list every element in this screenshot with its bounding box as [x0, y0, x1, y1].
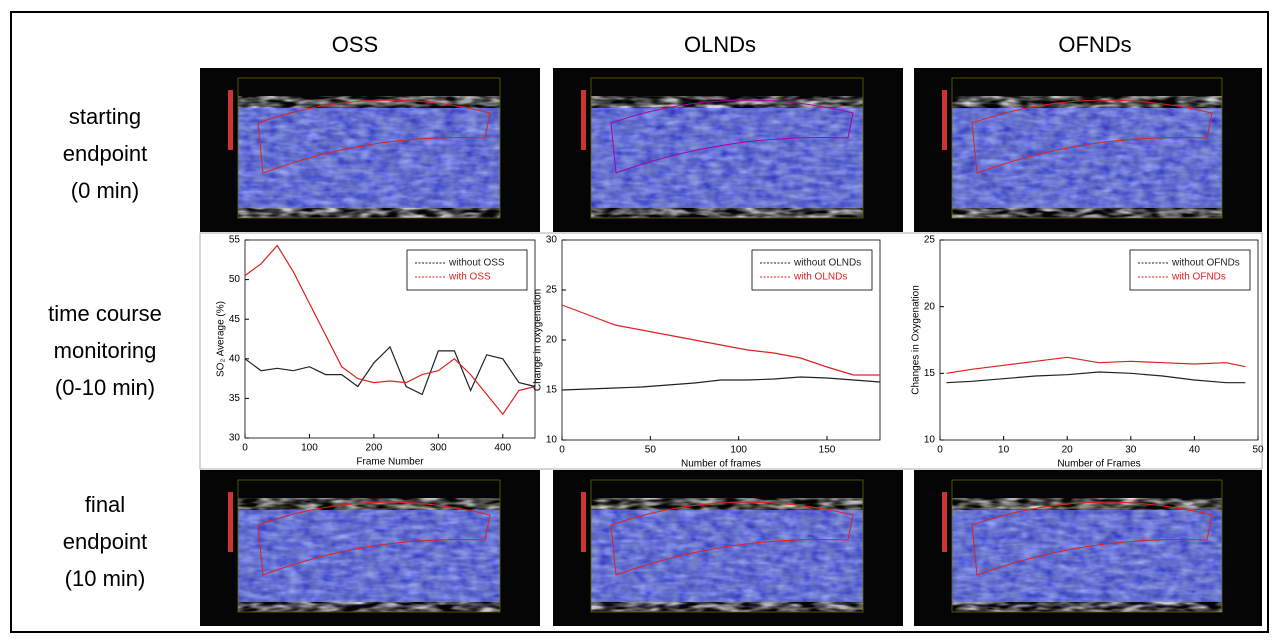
image-border [237, 77, 501, 219]
data-line [561, 304, 880, 376]
color-bar [581, 90, 586, 150]
y-tick-label: 10 [924, 435, 936, 446]
x-tick-label: 20 [1062, 445, 1074, 456]
image-border [590, 77, 864, 219]
y-tick-label: 30 [546, 235, 558, 246]
region-outline [971, 501, 1213, 576]
frame [10, 11, 1269, 633]
x-axis-label: Number of Frames [1057, 459, 1140, 470]
y-tick-label: 20 [924, 301, 936, 312]
x-tick-label: 30 [1125, 445, 1137, 456]
image-border [951, 479, 1223, 613]
image-border [237, 479, 501, 613]
image-oxygen-map [952, 108, 1222, 208]
row-label: (0-10 min) [55, 375, 155, 400]
column-header: OFNDs [1058, 32, 1131, 57]
y-tick-label: 55 [229, 235, 241, 246]
data-line [561, 376, 881, 391]
region-outline [610, 501, 854, 576]
row-label: (0 min) [71, 178, 139, 203]
data-line [946, 356, 1246, 374]
row-label: time course [48, 301, 162, 326]
image-oxygen-map [238, 108, 500, 208]
column-header: OSS [332, 32, 378, 57]
legend-label: with OSS [448, 272, 491, 283]
region-outline [610, 99, 854, 174]
x-tick-label: 150 [819, 445, 836, 456]
y-axis-label: Change in oxygenation [533, 289, 544, 391]
x-tick-label: 100 [730, 445, 747, 456]
row-label: endpoint [63, 141, 147, 166]
data-line [244, 345, 536, 396]
legend-label: with OLNDs [793, 272, 847, 283]
legend-label: without OFNDs [1171, 258, 1240, 269]
region-outline [971, 99, 1213, 174]
y-tick-label: 15 [924, 368, 936, 379]
x-tick-label: 0 [559, 445, 565, 456]
color-bar [942, 492, 947, 552]
chart-panel-border [199, 232, 1263, 470]
x-tick-label: 50 [645, 445, 657, 456]
y-tick-label: 10 [546, 435, 558, 446]
row-label: final [85, 492, 125, 517]
y-tick-label: 50 [229, 274, 241, 285]
legend-label: without OLNDs [793, 258, 861, 269]
x-axis-label: Number of frames [681, 459, 761, 470]
image-border [590, 479, 864, 613]
region-outline [257, 501, 491, 576]
color-bar [581, 492, 586, 552]
row-label: monitoring [54, 338, 157, 363]
y-tick-label: 15 [546, 385, 558, 396]
legend-box [406, 249, 528, 291]
y-tick-label: 45 [229, 314, 241, 325]
legend-label: with OFNDs [1171, 272, 1226, 283]
data-line [244, 244, 536, 416]
region-outline [257, 99, 491, 174]
x-tick-label: 0 [937, 445, 943, 456]
x-tick-label: 300 [430, 443, 447, 454]
color-bar [228, 90, 233, 150]
data-line [946, 371, 1246, 384]
x-tick-label: 40 [1189, 445, 1201, 456]
y-tick-label: 40 [229, 353, 241, 364]
row-label: (10 min) [65, 566, 146, 591]
y-axis-label: SO₂ Average (%) [216, 301, 227, 377]
color-bar [228, 492, 233, 552]
y-tick-label: 25 [924, 235, 936, 246]
y-tick-label: 30 [229, 433, 241, 444]
x-tick-label: 0 [242, 443, 248, 454]
legend-box [1129, 249, 1251, 291]
y-tick-label: 25 [546, 285, 558, 296]
image-oxygen-map [591, 510, 863, 602]
y-tick-label: 35 [229, 393, 241, 404]
x-tick-label: 10 [998, 445, 1010, 456]
row-label: endpoint [63, 529, 147, 554]
x-axis-label: Frame Number [356, 457, 424, 468]
y-tick-label: 20 [546, 335, 558, 346]
image-border [951, 77, 1223, 219]
column-header: OLNDs [684, 32, 756, 57]
legend-label: without OSS [448, 258, 505, 269]
row-label: starting [69, 104, 141, 129]
image-oxygen-map [238, 510, 500, 602]
y-axis-label: Changes in Oxygenation [911, 285, 922, 395]
x-tick-label: 100 [301, 443, 318, 454]
x-tick-label: 200 [366, 443, 383, 454]
legend-box [751, 249, 873, 291]
image-oxygen-map [952, 510, 1222, 602]
x-tick-label: 400 [494, 443, 511, 454]
x-tick-label: 50 [1252, 445, 1264, 456]
image-oxygen-map [591, 108, 863, 208]
color-bar [942, 90, 947, 150]
